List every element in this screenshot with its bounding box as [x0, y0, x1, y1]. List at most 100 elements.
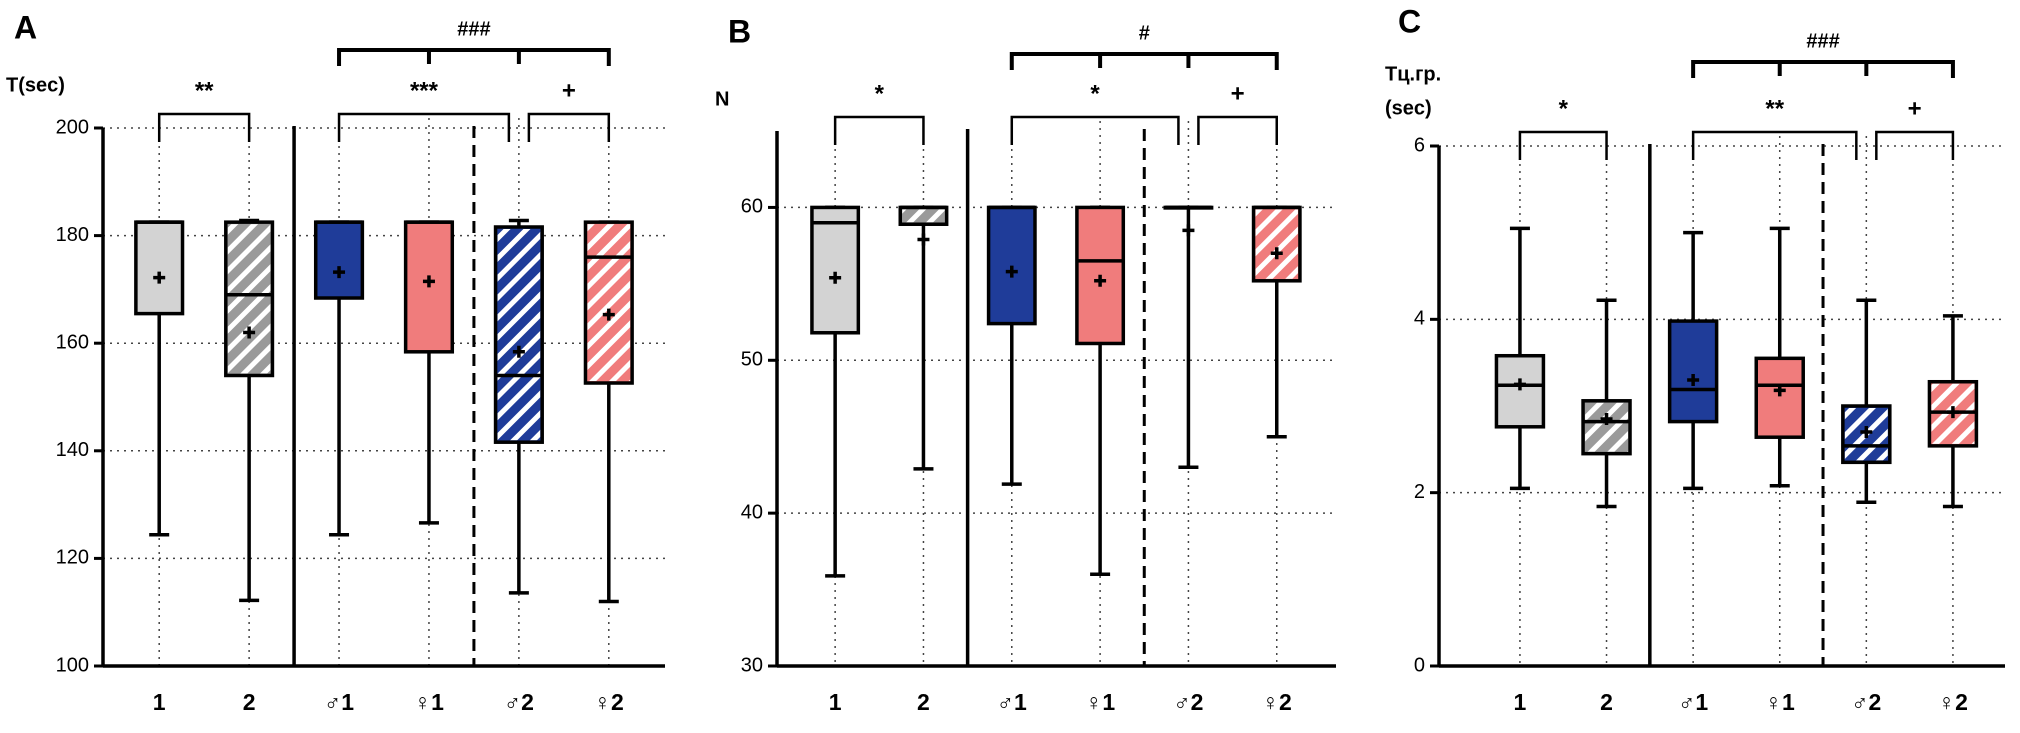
- y-tick-label: 60: [741, 196, 763, 218]
- whisker-low: [1856, 462, 1877, 504]
- panel-letter: C: [1398, 3, 1421, 39]
- box: [1754, 356, 1805, 439]
- x-tick-label: ♀2: [1262, 689, 1292, 715]
- y-tick-label: 2: [1414, 481, 1425, 503]
- significance-label: *: [1559, 95, 1569, 122]
- significance-label: #: [1139, 22, 1150, 44]
- y-tick-label: 30: [741, 654, 763, 676]
- whisker-low: [1001, 323, 1022, 486]
- bracket: [1518, 130, 1608, 160]
- significance-label: ###: [1806, 30, 1839, 52]
- y-tick-label: 180: [56, 224, 89, 246]
- bracket: [1010, 115, 1180, 145]
- x-tick-label: 2: [243, 689, 256, 715]
- y-tick-label: 0: [1414, 654, 1425, 676]
- bracket: [157, 112, 251, 142]
- mean: [917, 233, 930, 246]
- box-hatch: [497, 228, 541, 441]
- y-tick-label: 120: [56, 547, 89, 569]
- mean: [153, 271, 166, 284]
- y-tick-label: 4: [1414, 308, 1425, 330]
- whisker-low: [1178, 207, 1199, 470]
- whisker-low: [1596, 453, 1617, 509]
- mean: [1005, 265, 1018, 278]
- y-axis-label: Tц.гр.: [1385, 63, 1441, 85]
- y-axis-label: T(sec): [6, 74, 65, 96]
- x-tick-label: ♀1: [414, 689, 444, 715]
- mean: [1094, 274, 1107, 287]
- box: [134, 220, 185, 316]
- mean: [243, 326, 256, 339]
- x-tick-label: 2: [917, 689, 930, 715]
- x-tick-label: ♀1: [1765, 689, 1795, 715]
- box-hatch: [587, 224, 631, 382]
- box: [313, 220, 365, 300]
- y-tick-label: 6: [1414, 134, 1425, 156]
- significance-label: **: [195, 77, 214, 104]
- whisker-low: [239, 375, 260, 603]
- significance-label: +: [1908, 95, 1922, 122]
- significance-label: ***: [410, 77, 439, 104]
- bracket-top: [1009, 52, 1279, 70]
- x-tick-label: ♂1: [324, 689, 354, 715]
- box: [810, 205, 861, 335]
- mean: [1773, 384, 1786, 397]
- whisker-low: [508, 442, 529, 595]
- bracket-top: [337, 48, 611, 66]
- mean: [829, 271, 842, 284]
- y-tick-label: 100: [56, 654, 89, 676]
- y-tick-label: 40: [741, 501, 763, 523]
- whisker-low: [913, 224, 934, 471]
- mean: [512, 345, 525, 358]
- whisker-low: [1509, 426, 1530, 491]
- bracket: [527, 112, 611, 142]
- box: [1494, 353, 1546, 429]
- box-hatch: [902, 209, 945, 223]
- x-tick-label: ♀2: [594, 689, 624, 715]
- box: [986, 205, 1037, 326]
- whisker-high: [1769, 226, 1790, 359]
- x-tick-label: ♂2: [1851, 689, 1881, 715]
- significance-label: *: [1090, 80, 1100, 107]
- whisker-low: [1266, 280, 1287, 439]
- x-tick-label: ♀1: [1085, 689, 1115, 715]
- mean: [333, 266, 346, 279]
- box: [1667, 319, 1719, 424]
- mean: [1182, 224, 1195, 237]
- bracket-top: [1691, 60, 1955, 78]
- mean: [422, 275, 435, 288]
- whisker-low: [598, 383, 619, 604]
- whisker-low: [1942, 445, 1963, 509]
- mean: [1600, 413, 1613, 425]
- mean: [1687, 374, 1700, 386]
- whisker-low: [418, 351, 439, 525]
- x-tick-label: ♀2: [1938, 689, 1968, 715]
- whisker-low: [329, 298, 350, 537]
- whisker-low: [825, 332, 846, 578]
- mean: [1270, 247, 1283, 260]
- y-tick-label: 50: [741, 349, 763, 371]
- whisker-high: [1596, 298, 1617, 401]
- significance-label: **: [1765, 95, 1784, 122]
- x-tick-label: ♂1: [1678, 689, 1708, 715]
- mean: [1860, 426, 1873, 438]
- significance-label: *: [875, 80, 885, 107]
- significance-label: +: [1231, 80, 1245, 107]
- bracket: [1197, 115, 1278, 145]
- whisker-low: [1769, 437, 1790, 488]
- x-tick-label: ♂2: [504, 689, 534, 715]
- panel-letter: B: [728, 13, 751, 49]
- significance-label: ###: [457, 18, 490, 40]
- y-axis-label: N: [715, 88, 729, 110]
- whisker-low: [1683, 421, 1704, 491]
- mean: [602, 308, 615, 321]
- whisker-high: [1509, 226, 1530, 356]
- box-hatch: [227, 224, 271, 374]
- whisker-high: [1856, 298, 1877, 406]
- bracket: [1691, 130, 1858, 160]
- y-tick-label: 140: [56, 439, 89, 461]
- bracket: [1875, 130, 1955, 160]
- x-tick-label: 1: [153, 689, 166, 715]
- x-tick-label: ♂1: [997, 689, 1027, 715]
